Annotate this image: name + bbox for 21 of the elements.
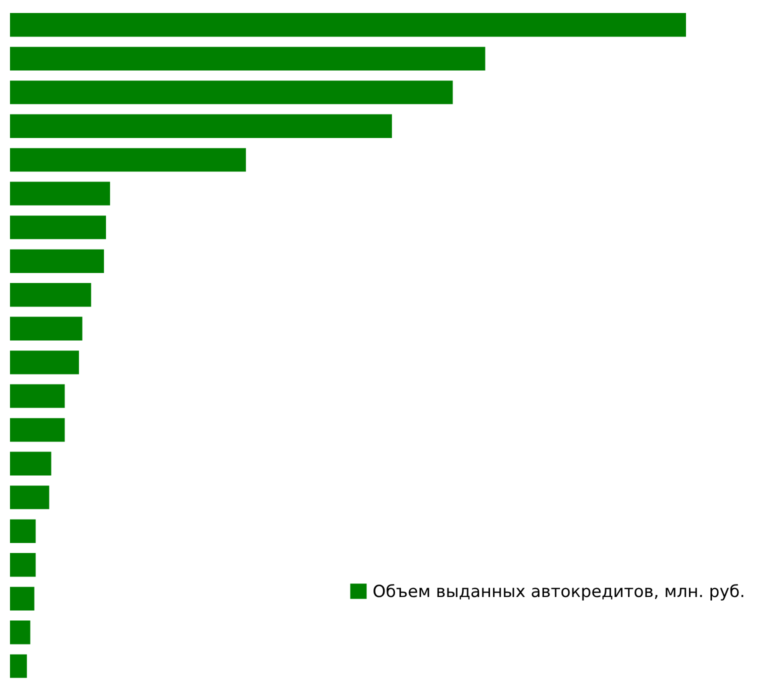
bar — [10, 620, 30, 644]
bar — [10, 586, 34, 610]
bar — [10, 486, 50, 510]
bar — [10, 418, 65, 442]
bar — [10, 114, 392, 138]
bar — [10, 452, 52, 476]
bar — [10, 182, 110, 206]
bar — [10, 519, 36, 543]
bar — [10, 654, 27, 678]
bar — [10, 46, 486, 70]
bar — [10, 316, 82, 340]
bar — [10, 148, 246, 172]
bar — [10, 249, 104, 273]
bar — [10, 283, 92, 307]
bar — [10, 80, 453, 104]
bar — [10, 216, 106, 240]
bar — [10, 384, 65, 408]
bar — [10, 13, 686, 37]
bar — [10, 553, 36, 577]
legend-label: Объем выданных автокредитов, млн. руб. — [374, 584, 744, 600]
bar — [10, 350, 79, 374]
